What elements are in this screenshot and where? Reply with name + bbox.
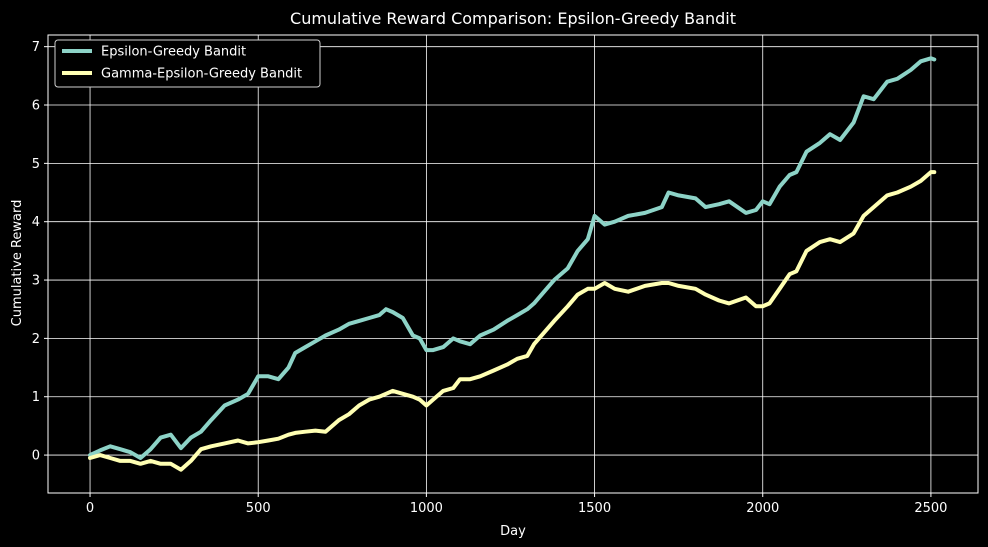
legend-label: Gamma-Epsilon-Greedy Bandit: [101, 67, 302, 82]
x-axis-label: Day: [500, 524, 526, 539]
legend-items: Epsilon-Greedy Bandit Gamma-Epsilon-Greed…: [62, 45, 302, 82]
legend-box: [54, 39, 321, 88]
x-tick-label: 1500: [578, 501, 611, 516]
axes: 0 500 1000 1500 2000 2500 0 1 2 3 4 5 6 7: [32, 34, 979, 516]
x-tick-label: 500: [246, 501, 271, 516]
series-line-1: [88, 56, 937, 460]
chart-title: Cumulative Reward Comparison: Epsilon-Gr…: [290, 9, 736, 28]
y-tick-label: 4: [32, 215, 40, 230]
y-axis-ticks: 0 1 2 3 4 5 6 7: [32, 40, 48, 464]
y-tick-label: 3: [32, 274, 40, 289]
y-tick-label: 6: [32, 99, 40, 114]
y-tick-label: 0: [32, 449, 40, 464]
legend-label: Epsilon-Greedy Bandit: [101, 45, 246, 60]
grid: [48, 35, 978, 493]
legend: Epsilon-Greedy Bandit Gamma-Epsilon-Greed…: [54, 39, 321, 88]
x-tick-label: 2500: [914, 501, 947, 516]
x-axis-ticks: 0 500 1000 1500 2000 2500: [86, 493, 947, 516]
y-tick-label: 2: [32, 332, 40, 347]
series-line-2: [88, 170, 937, 472]
y-tick-label: 5: [32, 157, 40, 172]
x-tick-label: 1000: [410, 501, 443, 516]
y-axis-label: Cumulative Reward: [10, 200, 25, 327]
plot-frame: [47, 34, 979, 494]
x-tick-label: 2000: [746, 501, 779, 516]
y-tick-label: 1: [32, 390, 40, 405]
y-tick-label: 7: [32, 40, 40, 55]
x-tick-label: 0: [86, 501, 94, 516]
series-lines: [88, 56, 937, 472]
